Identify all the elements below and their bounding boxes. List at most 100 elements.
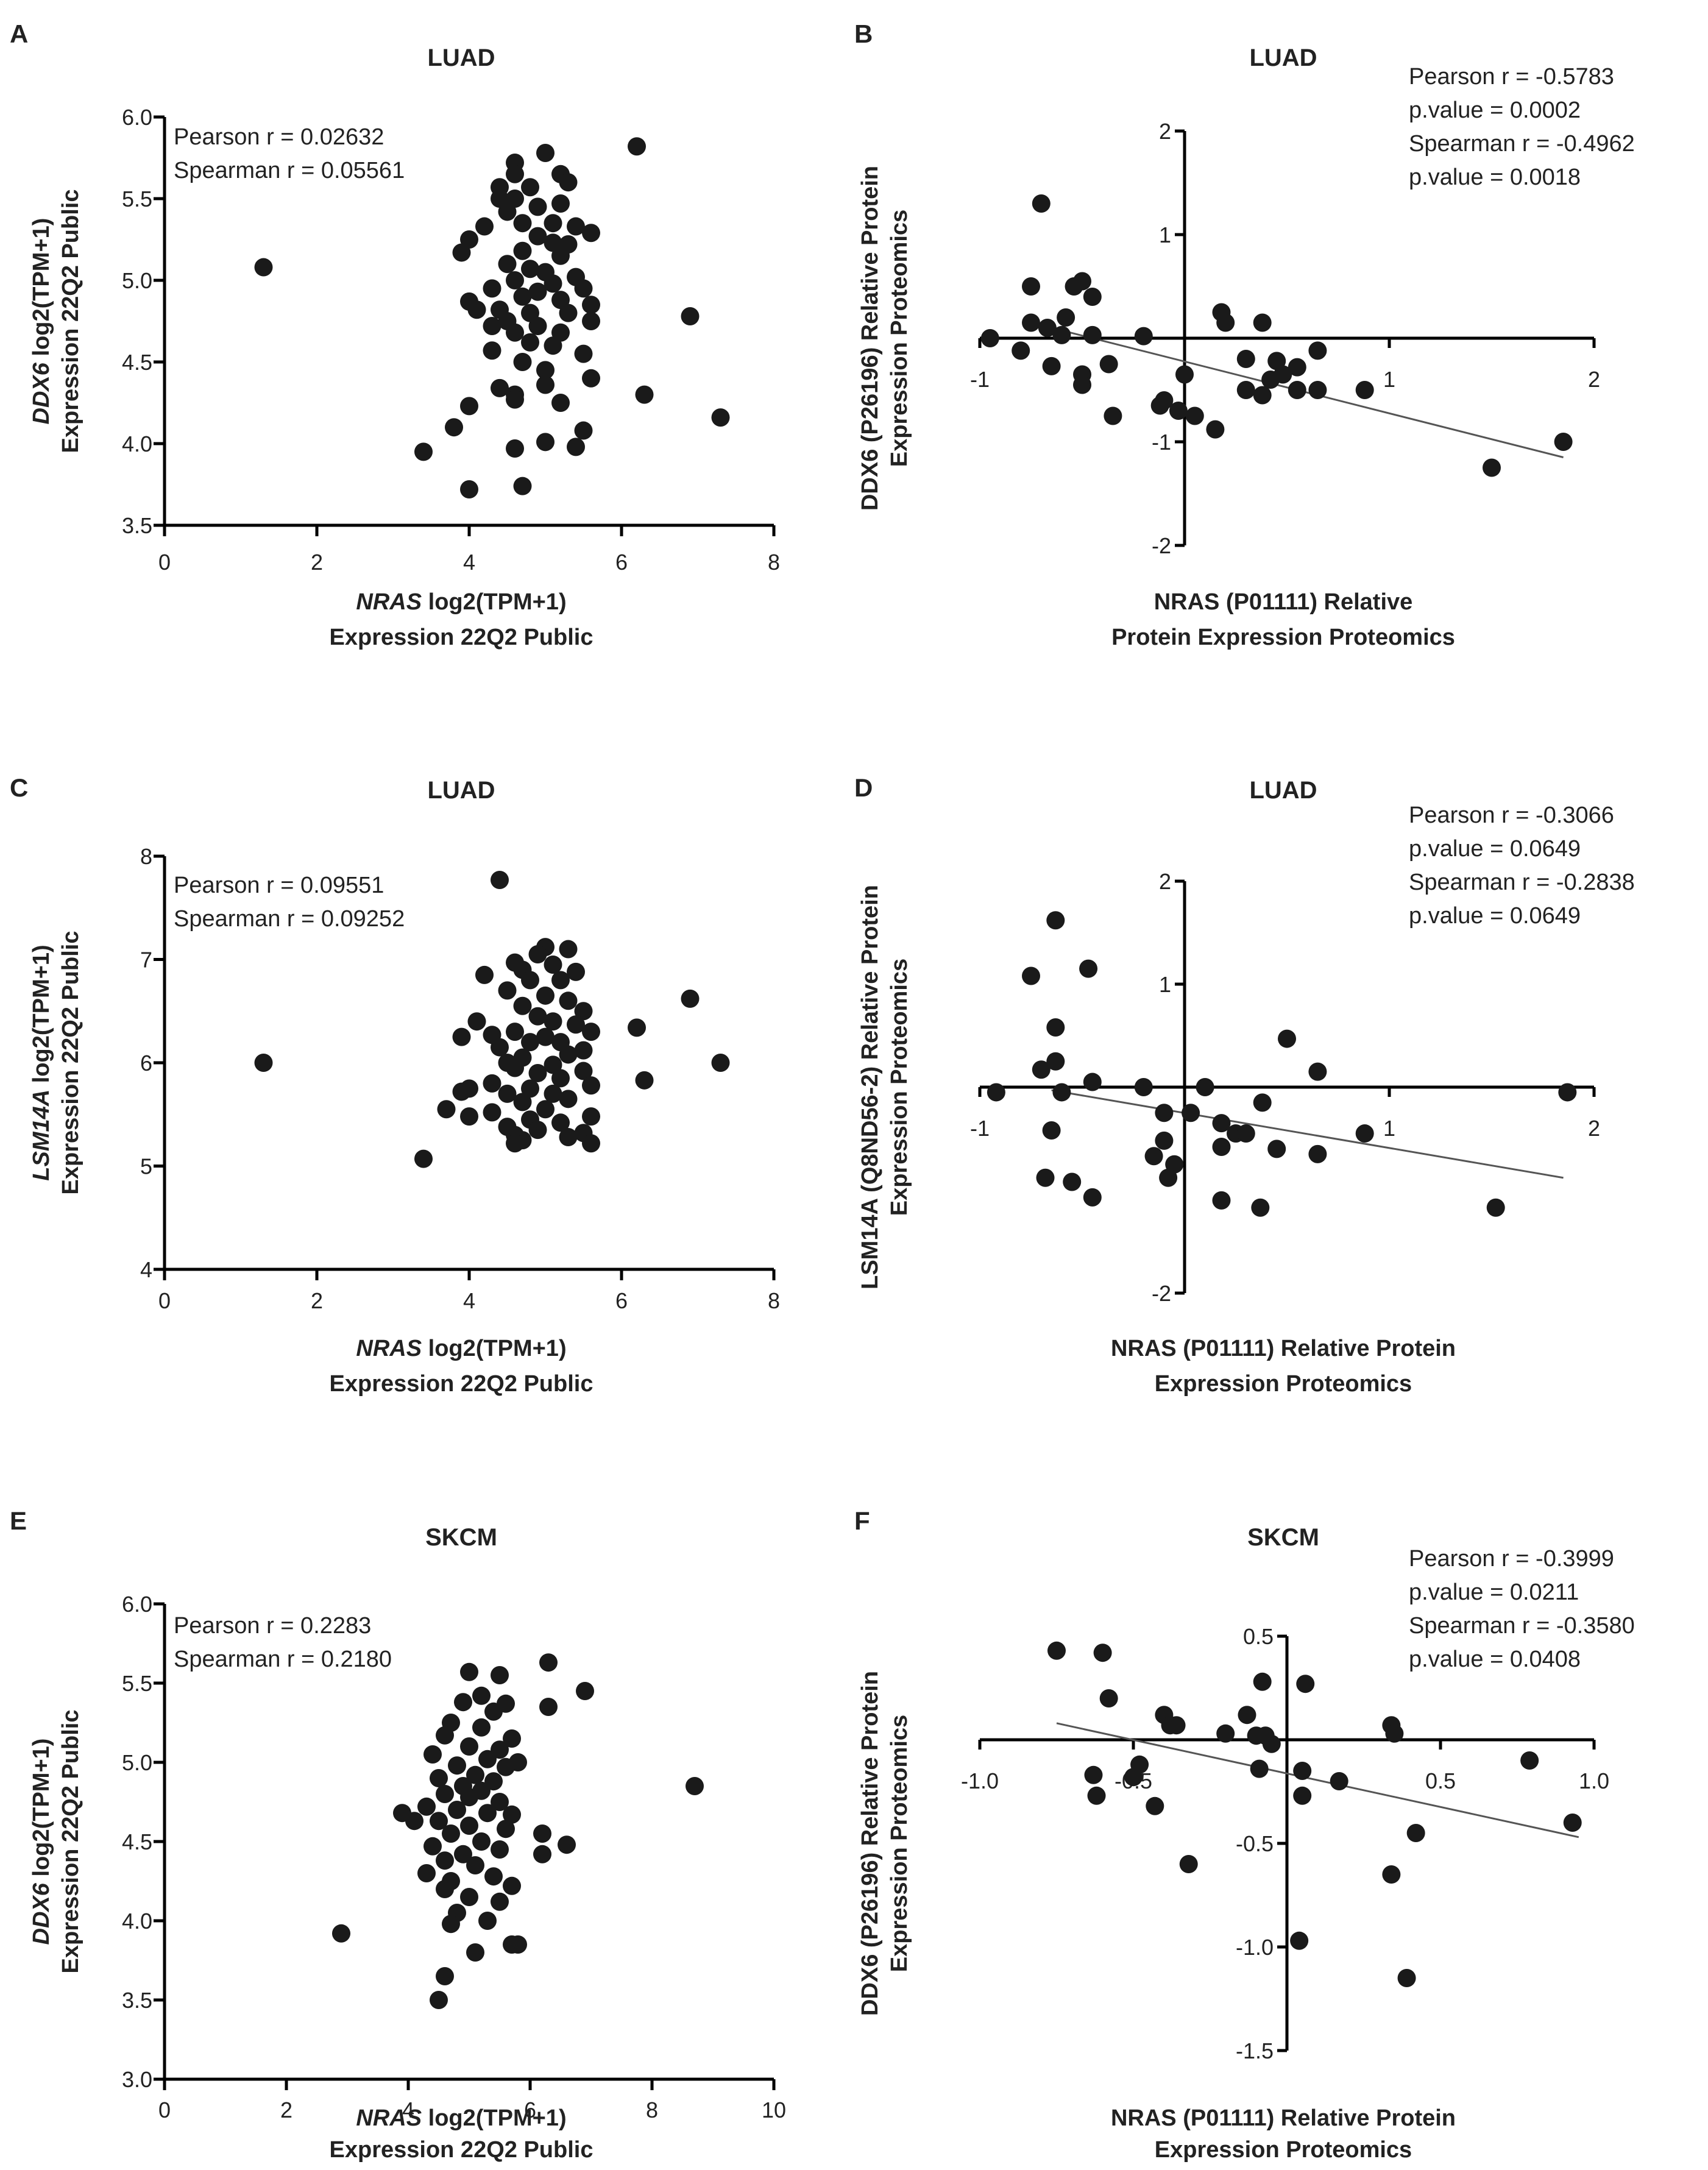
stat-line: Pearson r = -0.3066 <box>1409 803 1614 828</box>
data-point <box>1236 350 1255 368</box>
data-point <box>536 1027 555 1046</box>
data-point <box>503 1729 521 1748</box>
x-axis-label-e: NRAS log2(TPM+1) <box>356 2105 566 2131</box>
data-point <box>582 1107 600 1126</box>
data-point <box>582 1023 600 1041</box>
y-axis-label-a: DDX6 log2(TPM+1) <box>29 218 54 425</box>
x-tick-label: 6 <box>524 2097 536 2122</box>
y-tick-label: -0.5 <box>1236 1831 1274 1856</box>
y-axis-label-f: Expression Proteomics <box>887 1715 912 1972</box>
stat-line: Pearson r = 0.09551 <box>174 873 384 898</box>
data-point <box>1093 1643 1112 1662</box>
data-point <box>1073 375 1091 394</box>
data-point <box>1308 341 1327 360</box>
data-point <box>460 1817 478 1835</box>
data-point <box>567 1015 585 1034</box>
data-point <box>1355 1124 1374 1143</box>
data-point <box>1558 1083 1577 1102</box>
data-point <box>521 333 539 352</box>
y-axis-label-e: Expression 22Q2 Public <box>58 1710 83 1974</box>
x-tick-label: 6 <box>615 550 628 575</box>
data-point <box>1253 1093 1272 1112</box>
data-point <box>533 1824 551 1843</box>
x-axis-label-a: NRAS log2(TPM+1) <box>356 589 566 615</box>
data-point <box>1083 288 1102 306</box>
data-point <box>1046 911 1065 930</box>
data-point <box>1104 406 1122 425</box>
data-point <box>521 971 539 990</box>
data-point <box>551 246 570 265</box>
data-point <box>544 214 562 233</box>
data-point <box>582 312 600 330</box>
data-point <box>448 1801 466 1819</box>
data-point <box>1169 402 1188 420</box>
data-point <box>1134 1078 1153 1096</box>
x-axis-label-f: Expression Proteomics <box>1155 2137 1412 2163</box>
data-point <box>460 1662 478 1681</box>
x-tick-label: 8 <box>768 1288 780 1313</box>
data-point <box>536 1100 555 1119</box>
y-tick-label: 4 <box>140 1257 152 1282</box>
data-point <box>582 1076 600 1095</box>
data-point <box>483 1074 501 1093</box>
y-tick-label: 4.0 <box>122 1909 152 1934</box>
stat-line: p.value = 0.0408 <box>1409 1647 1581 1672</box>
data-point <box>987 1083 1005 1102</box>
data-point <box>1236 381 1255 399</box>
data-point <box>559 1128 578 1147</box>
y-tick-label: -1.5 <box>1236 2038 1274 2063</box>
data-point <box>506 271 524 289</box>
data-point <box>1083 1188 1102 1207</box>
data-point <box>1385 1724 1404 1743</box>
data-point <box>1032 1060 1051 1079</box>
data-point <box>430 1769 448 1787</box>
data-point <box>1146 1796 1164 1815</box>
panel-letter-b: B <box>854 20 873 48</box>
data-point <box>635 385 654 404</box>
data-point <box>536 361 555 380</box>
data-point <box>497 1820 515 1838</box>
data-point <box>1267 1140 1286 1158</box>
panel-letter-f: F <box>854 1506 870 1535</box>
x-tick-label: 2 <box>1588 1116 1600 1141</box>
stat-line: p.value = 0.0211 <box>1409 1580 1579 1605</box>
data-point <box>1083 325 1102 344</box>
stat-line: Pearson r = 0.2283 <box>174 1613 371 1639</box>
data-point <box>452 243 471 262</box>
data-point <box>483 341 501 360</box>
data-point <box>417 1864 436 1882</box>
x-tick-label: -1 <box>970 367 990 392</box>
data-point <box>1144 1147 1163 1166</box>
data-point <box>1057 308 1075 327</box>
data-point <box>1483 458 1501 477</box>
data-point <box>559 991 578 1010</box>
data-point <box>582 296 600 314</box>
data-point <box>528 227 547 246</box>
data-point <box>1212 1138 1231 1157</box>
data-point <box>506 1058 524 1077</box>
data-point <box>484 1867 503 1886</box>
data-point <box>454 1693 472 1712</box>
data-point <box>491 1038 509 1057</box>
stat-line: Pearson r = 0.02632 <box>174 124 384 150</box>
data-point <box>1042 1121 1061 1140</box>
x-tick-label: 1.0 <box>1579 1768 1609 1793</box>
y-axis-label-c: Expression 22Q2 Public <box>58 931 83 1195</box>
data-point <box>574 421 593 440</box>
panel-d: D LUAD -1 1 2 -2 1 2 Pearson r = -0.3066 p.value … <box>854 773 1635 1397</box>
data-point <box>528 945 547 964</box>
data-point <box>559 173 578 192</box>
y-tick-label: 5.0 <box>122 1750 152 1775</box>
data-point <box>254 1054 273 1072</box>
x-tick-label: 0 <box>158 2097 171 2122</box>
y-axis-label-d: LSM14A (Q8ND56-2) Relative Protein <box>857 885 883 1289</box>
data-point <box>551 1113 570 1132</box>
data-point <box>466 1943 484 1962</box>
data-point <box>1253 313 1272 332</box>
data-point <box>498 981 517 1000</box>
data-point <box>436 1785 454 1803</box>
data-point <box>506 439 524 458</box>
data-point <box>513 287 532 306</box>
data-point <box>574 344 593 363</box>
data-point <box>1308 1062 1327 1081</box>
